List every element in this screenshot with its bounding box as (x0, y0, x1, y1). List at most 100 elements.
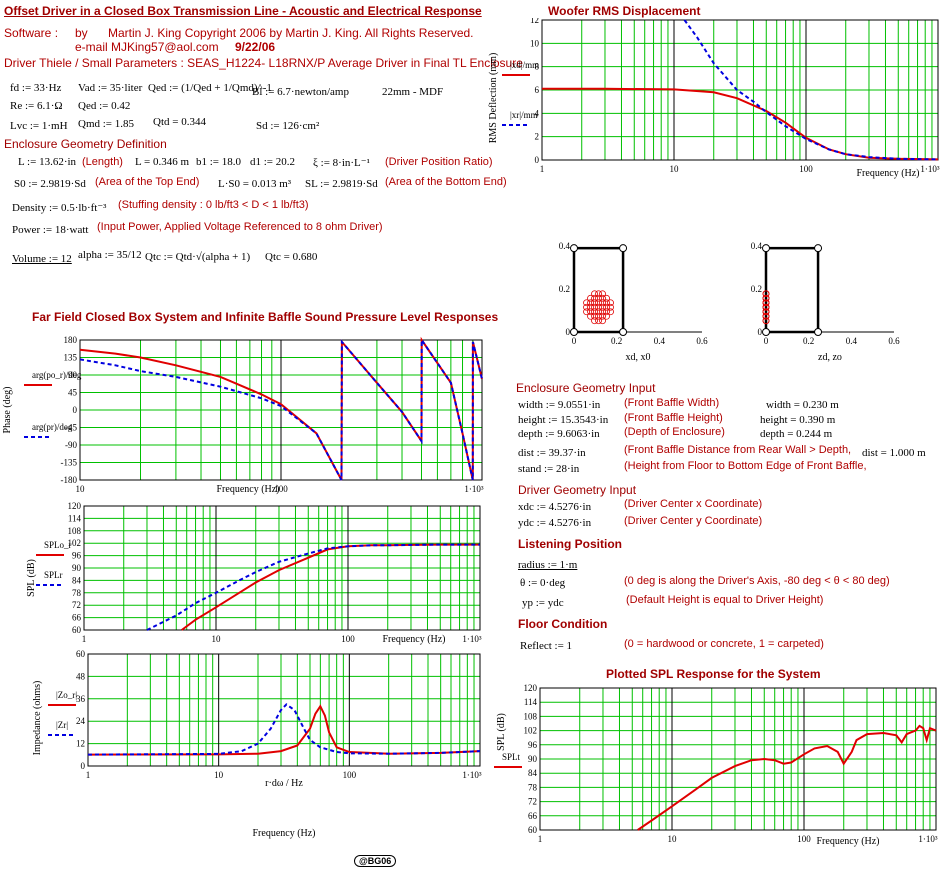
param-fd[interactable]: fd := 33·Hz (10, 82, 62, 94)
y-axis-label: RMS Deflection (mm) (488, 53, 499, 144)
geom-height-note: (Front Baffle Height) (624, 412, 723, 424)
driver-point (607, 303, 614, 311)
y-tick-label: 108 (524, 711, 538, 721)
plot-frame (79, 339, 483, 481)
geom-height[interactable]: height := 15.3543·in (518, 414, 609, 426)
enc-sl-note: (Area of the Bottom End) (385, 176, 507, 188)
driver-point (599, 290, 606, 298)
geom-input-heading: Enclosure Geometry Input (516, 381, 656, 395)
driver-point (587, 299, 594, 307)
x-tick-label: 1 (540, 164, 545, 174)
x-tick-label: 1·10³ (920, 164, 939, 174)
enc-volume[interactable]: Volume := 12 (12, 253, 72, 265)
x-tick-label: 0.2 (611, 336, 622, 346)
legend-spl-r-label: SPLr (44, 570, 63, 580)
listening-radius[interactable]: radius := 1·m (518, 559, 578, 571)
driver-point (603, 308, 610, 316)
driver-point (599, 294, 606, 302)
geom-depth[interactable]: depth := 9.6063·in (518, 428, 600, 440)
legend-phase-r-label: arg(pr)/deg (32, 422, 73, 432)
driver-point (603, 312, 610, 320)
param-lvc[interactable]: Lvc := 1·mH (10, 120, 68, 132)
listening-yp[interactable]: yp := ydc (522, 597, 564, 609)
software-by: by (75, 26, 88, 40)
driver-xdc[interactable]: xdc := 4.5276·in (518, 501, 592, 513)
y-tick-label: 0 (535, 155, 540, 165)
email-link[interactable]: e-mail MJKing57@aol.com (75, 40, 219, 54)
enc-alpha[interactable]: alpha := 35/12 (78, 249, 142, 261)
x-tick-label: 10 (76, 484, 86, 494)
x-axis-label: zd, zo (818, 352, 842, 363)
param-vad[interactable]: Vad := 35·liter (78, 82, 143, 94)
geom-stand-note: (Height from Floor to Bottom Edge of Fro… (624, 460, 867, 472)
listening-theta-note: (0 deg is along the Driver's Axis, -80 d… (624, 575, 890, 587)
series-line-blue (683, 19, 939, 161)
param-qtd: Qtd = 0.344 (153, 116, 206, 128)
geom-stand[interactable]: stand := 28·in (518, 463, 580, 475)
param-re[interactable]: Re := 6.1·Ω (10, 100, 63, 112)
legend-spl-or-label: SPLo_r (44, 540, 72, 550)
driver-point (599, 299, 606, 307)
param-bl[interactable]: Bl := 6.7·newton/amp (252, 86, 349, 98)
driver-point (591, 312, 598, 320)
y-tick-label: 2 (535, 132, 540, 142)
y-tick-label: 96 (528, 740, 538, 750)
param-qed[interactable]: Qed := 0.42 (78, 100, 131, 112)
x-tick-label: 1·10³ (918, 834, 937, 844)
driver-params-heading: Driver Thiele / Small Parameters : SEAS_… (4, 56, 523, 70)
driver-point (603, 294, 610, 302)
geom-dist[interactable]: dist := 39.37·in (518, 447, 586, 459)
y-tick-label: 36 (76, 694, 86, 704)
corner-marker (619, 328, 628, 336)
driver-point (591, 299, 598, 307)
param-sd[interactable]: Sd := 126·cm² (256, 120, 320, 132)
series-line-red (542, 87, 939, 161)
y-axis-label: SPL (dB) (496, 713, 507, 751)
corner-marker (762, 244, 770, 253)
driver-point (607, 299, 614, 307)
x-axis-label: Frequency (Hz) (382, 634, 445, 645)
x-tick-label: 10 (670, 164, 680, 174)
geom-width-m: width = 0.230 m (766, 399, 839, 411)
y-tick-label: 90 (528, 754, 538, 764)
param-mdf: 22mm - MDF (382, 86, 444, 98)
x-tick-label: 10 (668, 834, 678, 844)
corner-marker (619, 244, 628, 253)
y-tick-label: 0.2 (559, 284, 570, 294)
x-tick-label: 1·10³ (462, 770, 481, 780)
floor-reflect[interactable]: Reflect := 1 (520, 640, 573, 652)
series-line-blue (146, 543, 480, 631)
enc-b1[interactable]: b1 := 18.0 (196, 156, 242, 168)
enc-power[interactable]: Power := 18·watt (12, 224, 89, 236)
legend-imp-r-label: |Zr| (56, 720, 68, 730)
y-tick-label: 0.4 (751, 241, 763, 251)
driver-ydc[interactable]: ydc := 4.5276·in (518, 517, 592, 529)
param-qed-expr[interactable]: Qed := (1/Qed + 1/Qmd)^-1 (148, 82, 272, 94)
enc-length[interactable]: L := 13.62·in (18, 156, 77, 168)
enc-s0[interactable]: S0 := 2.9819·Sd (14, 178, 86, 190)
driver-point (591, 294, 598, 302)
y-tick-label: 120 (68, 501, 82, 511)
far-field-title: Far Field Closed Box System and Infinite… (32, 310, 499, 324)
enc-xi[interactable]: ξ := 8·in·L⁻¹ (313, 157, 370, 169)
listening-theta[interactable]: θ := 0·deg (520, 577, 566, 589)
y-tick-label: 66 (528, 811, 538, 821)
enc-qtc-expr[interactable]: Qtc := Qtd·√(alpha + 1) (145, 251, 251, 263)
enc-density[interactable]: Density := 0.5·lb·ft⁻³ (12, 202, 107, 214)
driver-position-side-plot: 0 0.2 0.4 0 0.2 0.4 0.6 zd, zo (751, 241, 900, 363)
x-tick-label: 100 (274, 484, 288, 494)
param-qmd[interactable]: Qmd := 1.85 (78, 118, 135, 130)
enc-xi-note: (Driver Position Ratio) (385, 156, 493, 168)
driver-point (607, 308, 614, 316)
corner-marker (570, 244, 578, 253)
geom-width[interactable]: width := 9.0551·in (518, 399, 601, 411)
driver-point (762, 303, 770, 311)
driver-point (583, 308, 590, 316)
enc-d1[interactable]: d1 := 20.2 (250, 156, 296, 168)
driver-point (591, 308, 598, 316)
driver-point (595, 308, 602, 316)
legend-imp-or-label: |Zo_r| (56, 690, 77, 700)
enc-sl[interactable]: SL := 2.9819·Sd (305, 178, 378, 190)
series-line-blue (79, 336, 483, 481)
